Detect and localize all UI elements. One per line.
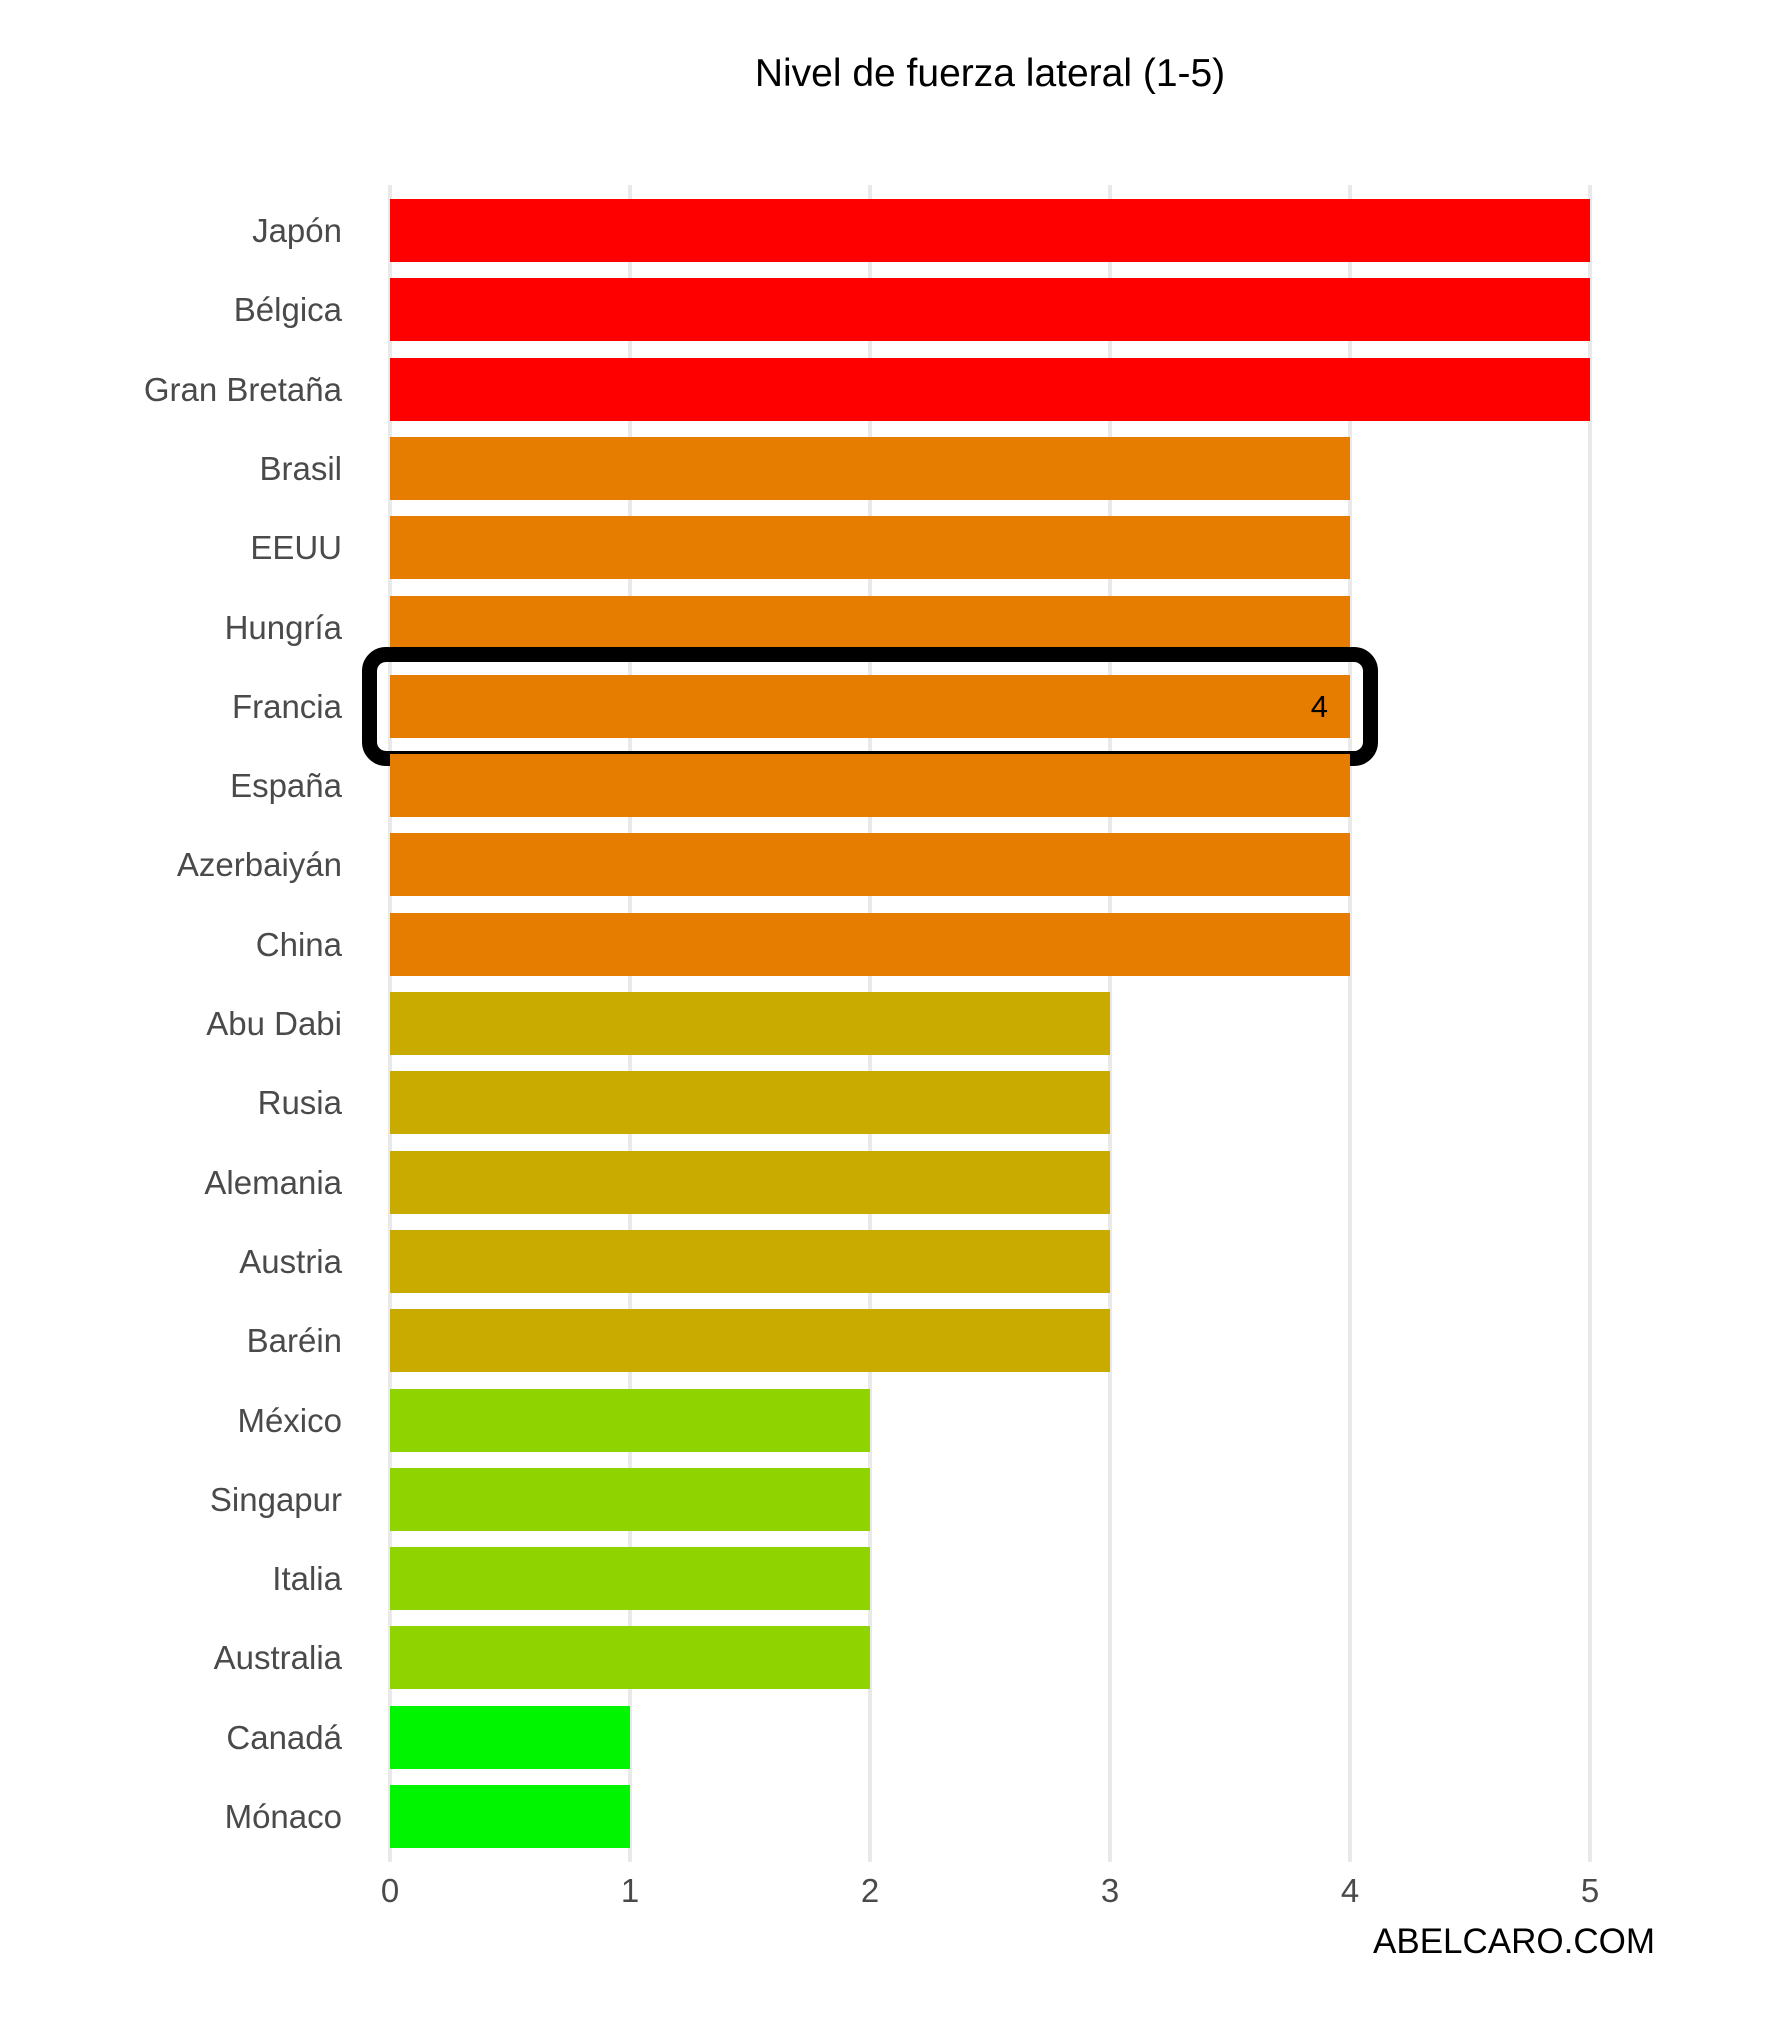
category-label: Australia: [213, 1639, 342, 1677]
x-tick-label: 4: [1340, 1872, 1360, 1909]
category-label: China: [255, 925, 342, 963]
x-tick-label: 0: [380, 1872, 400, 1909]
x-tick-label: 5: [1580, 1872, 1600, 1909]
bar: [390, 1467, 870, 1531]
chart-title: Nivel de fuerza lateral (1-5): [754, 52, 1226, 95]
footer-brand: ABELCARO.COM: [1373, 1922, 1655, 1961]
bar: [390, 912, 1350, 976]
bar: [390, 357, 1590, 421]
x-axis: 0 1 2 3 4 5: [381, 1872, 1599, 1920]
plot-area: 4: [362, 185, 1592, 1862]
category-label: Brasil: [259, 449, 342, 487]
category-axis: Japón Bélgica Gran Bretaña Brasil EEUU Hungrí…: [0, 185, 362, 1862]
bar: 4: [390, 674, 1350, 738]
grid-line: [1348, 185, 1352, 1862]
category-label: Rusia: [257, 1084, 342, 1122]
bar: [390, 1547, 870, 1611]
category-label: Azerbaiyán: [176, 846, 342, 884]
highlight-ring: [362, 646, 1378, 766]
bar: [390, 754, 1350, 818]
bar: [390, 1150, 1110, 1214]
grid-line: [1108, 185, 1112, 1862]
bar-value-label: 4: [1310, 688, 1328, 724]
category-label: España: [230, 767, 342, 805]
category-label: Abu Dabi: [206, 1005, 342, 1042]
category-label: Japón: [252, 212, 342, 249]
category-label: Austria: [239, 1242, 342, 1280]
x-tick-label: 2: [860, 1872, 880, 1909]
category-label: Baréin: [246, 1322, 342, 1360]
category-label: Hungría: [224, 608, 342, 646]
grid-line: [1588, 185, 1592, 1862]
bar: [390, 1785, 630, 1848]
bar: [390, 1071, 1110, 1135]
bar: [390, 199, 1590, 262]
category-label: Alemania: [204, 1163, 342, 1201]
bar: [390, 436, 1350, 500]
category-label: México: [237, 1401, 342, 1439]
bar: [390, 833, 1350, 897]
category-label: Italia: [272, 1560, 342, 1598]
category-label: Bélgica: [233, 291, 342, 329]
bar: [390, 1229, 1110, 1293]
x-tick-label: 3: [1100, 1872, 1120, 1909]
category-label: Gran Bretaña: [143, 370, 342, 408]
bar: [390, 992, 1110, 1055]
bar: [390, 516, 1350, 580]
bar: [390, 278, 1590, 342]
category-label: Francia: [231, 687, 342, 725]
bar: [390, 1705, 630, 1769]
bar: [390, 1626, 870, 1690]
category-label: Canadá: [226, 1718, 342, 1756]
category-label: Singapur: [209, 1480, 342, 1518]
category-label: EEUU: [250, 529, 342, 567]
x-tick-label: 1: [620, 1872, 640, 1909]
bar: [390, 1388, 870, 1452]
category-label: Mónaco: [224, 1798, 342, 1835]
bar: [390, 1309, 1110, 1373]
